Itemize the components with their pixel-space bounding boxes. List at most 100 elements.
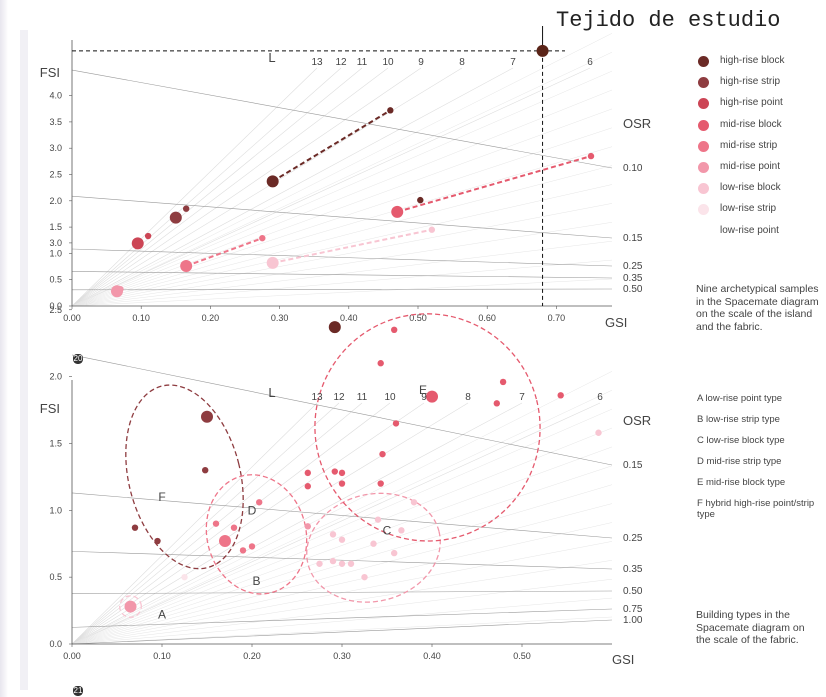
- data-point: [391, 205, 404, 218]
- data-point: [182, 205, 190, 212]
- l-guide-line: [71, 259, 613, 307]
- chart-2: [69, 196, 613, 647]
- x-tick-label: 0.40: [423, 651, 441, 661]
- legend-swatch: [698, 98, 709, 110]
- data-point: [595, 429, 602, 436]
- osr-line: [71, 551, 613, 570]
- x-tick-label: 0.50: [513, 651, 531, 661]
- building-type-item: C low-rise block type: [697, 434, 785, 446]
- data-point: [377, 360, 384, 367]
- data-point: [124, 600, 137, 613]
- group-ellipse: [306, 492, 441, 603]
- data-point: [219, 535, 231, 548]
- x-tick-label: 0.10: [132, 313, 150, 323]
- data-point: [201, 410, 213, 423]
- l-guide-line: [71, 402, 523, 645]
- legend-swatch: [698, 225, 709, 237]
- x-tick-label: 0.00: [63, 651, 81, 661]
- data-point: [338, 560, 346, 567]
- data-point: [144, 232, 152, 240]
- osr-value-label: 0.10: [623, 163, 643, 174]
- data-point: [398, 527, 405, 534]
- y-axis-title: FSI: [40, 65, 60, 80]
- legend-label: high-rise point: [720, 97, 783, 109]
- y-tick-label: 2.5: [49, 170, 62, 180]
- data-point: [536, 44, 549, 57]
- data-point: [426, 390, 438, 403]
- y-tick-label: 1.5: [49, 438, 62, 448]
- l-value-label: 12: [333, 392, 345, 403]
- legend-label: high-rise block: [720, 55, 785, 66]
- data-point: [331, 468, 338, 475]
- osr-line: [71, 619, 613, 645]
- legend-item: mid-rise strip: [690, 139, 826, 160]
- legend-label: mid-rise strip: [720, 139, 778, 151]
- legend-swatch: [698, 140, 709, 152]
- x-tick-label: 0.70: [548, 313, 566, 323]
- l-guide-line: [71, 67, 591, 307]
- y-tick-label: 1.0: [49, 505, 62, 515]
- data-point: [379, 450, 386, 458]
- data-point: [230, 524, 238, 531]
- l-guide-line: [71, 108, 613, 307]
- data-point: [266, 175, 279, 188]
- osr-value-label: 1.00: [623, 615, 643, 626]
- osr-line: [71, 248, 613, 267]
- data-point: [370, 540, 377, 547]
- l-value-label: 7: [519, 392, 525, 403]
- legend-label: high-rise strip: [720, 76, 781, 88]
- l-guide-line: [71, 503, 613, 645]
- osr-line: [71, 288, 613, 291]
- data-point: [374, 516, 382, 523]
- legend-label: low-rise block: [720, 182, 781, 194]
- osr-line: [71, 271, 613, 279]
- l-guide-line: [71, 560, 613, 645]
- l-guide-line: [71, 67, 514, 307]
- y-tick-label: 0.5: [49, 572, 62, 582]
- l-value-label: 8: [459, 57, 465, 68]
- legend-label: low-rise point: [720, 224, 779, 236]
- building-type-item: B low-rise strip type: [697, 413, 780, 425]
- l-guide-line: [71, 278, 613, 307]
- osr-line: [71, 354, 613, 466]
- heading-tejido: Tejido de estudio: [556, 8, 781, 33]
- y-tick-label: 3.0: [49, 238, 62, 248]
- legend-item: high-rise point: [690, 96, 826, 117]
- sample-link-line: [272, 228, 433, 264]
- page-edge: [0, 0, 8, 697]
- caption-top: Nine archetypical samples in the Spacema…: [696, 283, 819, 333]
- osr-line: [71, 590, 613, 594]
- osr-value-label: 0.35: [623, 564, 643, 575]
- y-tick-label: 0.5: [49, 275, 62, 285]
- osr-value-label: 0.50: [623, 586, 643, 597]
- l-value-label: 11: [357, 57, 368, 68]
- legend-swatch: [698, 204, 709, 216]
- l-guide-line: [71, 371, 613, 645]
- building-type-item: F hybrid high-rise point/strip type: [697, 497, 815, 520]
- legend-swatch: [698, 56, 709, 67]
- l-value-label: 10: [384, 392, 396, 403]
- l-guide-line: [71, 67, 342, 307]
- l-guide-line: [71, 427, 613, 645]
- osr-line: [71, 195, 613, 239]
- l-guide-line: [71, 184, 613, 307]
- l-guide-line: [71, 89, 613, 307]
- x-axis-title: GSI: [605, 315, 627, 330]
- l-value-label: 6: [587, 57, 593, 68]
- l-guide-line: [71, 402, 391, 645]
- data-point: [304, 469, 311, 477]
- x-tick-label: 0.30: [271, 313, 289, 323]
- group-label: F: [158, 490, 165, 504]
- l-guide-line: [71, 578, 613, 645]
- x-tick-label: 0.10: [153, 651, 171, 661]
- osr-line: [71, 69, 613, 169]
- data-point: [212, 520, 220, 527]
- group-ellipse: [314, 313, 541, 542]
- l-guide-line: [71, 67, 422, 307]
- data-point: [329, 557, 337, 565]
- data-point: [338, 469, 346, 477]
- osr-line: [71, 608, 613, 628]
- legend-item: high-rise strip: [690, 75, 826, 96]
- data-point: [169, 211, 182, 224]
